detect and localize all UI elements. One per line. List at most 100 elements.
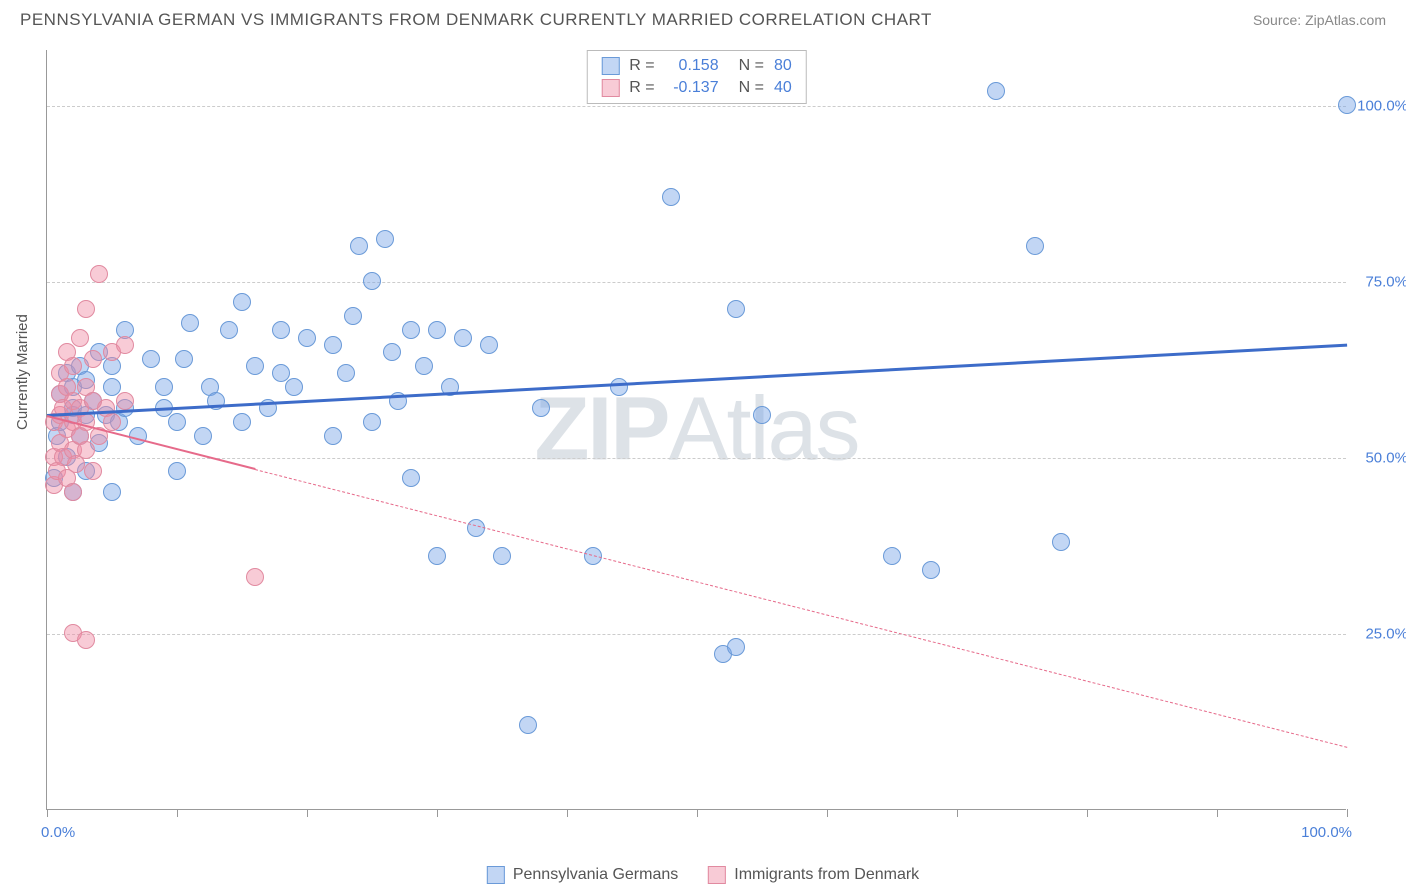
series-legend: Pennsylvania Germans Immigrants from Denm… <box>487 866 919 884</box>
x-tick <box>567 809 568 817</box>
n-label: N = <box>739 79 764 97</box>
legend-item: Pennsylvania Germans <box>487 866 678 884</box>
watermark: ZIPAtlas <box>534 378 858 481</box>
source-label: Source: ZipAtlas.com <box>1253 12 1386 28</box>
data-point <box>194 427 212 445</box>
r-label: R = <box>629 79 654 97</box>
r-label: R = <box>629 57 654 75</box>
grid-line <box>47 634 1346 635</box>
scatter-chart: ZIPAtlas R =0.158N =80R =-0.137N =40 25.… <box>46 50 1346 810</box>
data-point <box>168 462 186 480</box>
data-point <box>727 638 745 656</box>
x-tick <box>177 809 178 817</box>
legend-label: Immigrants from Denmark <box>734 866 919 884</box>
data-point <box>77 300 95 318</box>
data-point <box>350 237 368 255</box>
data-point <box>532 399 550 417</box>
data-point <box>1338 96 1356 114</box>
series-swatch <box>601 57 619 75</box>
n-value: 40 <box>774 79 792 97</box>
data-point <box>519 716 537 734</box>
data-point <box>363 272 381 290</box>
data-point <box>753 406 771 424</box>
data-point <box>662 188 680 206</box>
data-point <box>181 314 199 332</box>
data-point <box>64 357 82 375</box>
data-point <box>337 364 355 382</box>
data-point <box>77 441 95 459</box>
data-point <box>272 321 290 339</box>
series-swatch <box>487 866 505 884</box>
x-tick-label: 100.0% <box>1301 824 1352 841</box>
correlation-stats-box: R = 0.158 N = 80 R = -0.137 N = 40 <box>586 50 806 104</box>
data-point <box>71 329 89 347</box>
x-tick <box>307 809 308 817</box>
data-point <box>324 336 342 354</box>
r-value: -0.137 <box>665 79 719 97</box>
data-point <box>883 547 901 565</box>
data-point <box>402 469 420 487</box>
data-point <box>220 321 238 339</box>
data-point <box>90 265 108 283</box>
y-tick-label: 100.0% <box>1357 98 1406 115</box>
data-point <box>493 547 511 565</box>
data-point <box>84 350 102 368</box>
data-point <box>480 336 498 354</box>
data-point <box>116 392 134 410</box>
data-point <box>246 357 264 375</box>
data-point <box>116 336 134 354</box>
y-tick-label: 75.0% <box>1365 274 1406 291</box>
x-tick <box>957 809 958 817</box>
chart-title: PENNSYLVANIA GERMAN VS IMMIGRANTS FROM D… <box>20 10 932 30</box>
data-point <box>103 413 121 431</box>
x-tick <box>47 809 48 817</box>
stats-row: R = -0.137 N = 40 <box>601 77 791 99</box>
x-tick <box>1087 809 1088 817</box>
stats-row: R = 0.158 N = 80 <box>601 55 791 77</box>
y-tick-label: 25.0% <box>1365 626 1406 643</box>
trend-line <box>47 344 1347 417</box>
x-tick <box>827 809 828 817</box>
grid-line <box>47 458 1346 459</box>
data-point <box>168 413 186 431</box>
data-point <box>344 307 362 325</box>
data-point <box>428 321 446 339</box>
data-point <box>1026 237 1044 255</box>
data-point <box>77 631 95 649</box>
data-point <box>428 547 446 565</box>
data-point <box>233 413 251 431</box>
series-swatch <box>601 79 619 97</box>
data-point <box>415 357 433 375</box>
data-point <box>84 462 102 480</box>
r-value: 0.158 <box>665 57 719 75</box>
data-point <box>64 483 82 501</box>
data-point <box>922 561 940 579</box>
data-point <box>454 329 472 347</box>
data-point <box>610 378 628 396</box>
x-tick <box>1217 809 1218 817</box>
data-point <box>285 378 303 396</box>
grid-line <box>47 106 1346 107</box>
data-point <box>155 378 173 396</box>
y-axis-label: Currently Married <box>14 314 31 430</box>
data-point <box>1052 533 1070 551</box>
data-point <box>324 427 342 445</box>
x-tick <box>1347 809 1348 817</box>
data-point <box>376 230 394 248</box>
n-label: N = <box>739 57 764 75</box>
legend-label: Pennsylvania Germans <box>513 866 678 884</box>
x-tick-label: 0.0% <box>41 824 75 841</box>
data-point <box>175 350 193 368</box>
grid-line <box>47 282 1346 283</box>
data-point <box>363 413 381 431</box>
series-swatch <box>708 866 726 884</box>
data-point <box>103 483 121 501</box>
data-point <box>402 321 420 339</box>
data-point <box>727 300 745 318</box>
data-point <box>298 329 316 347</box>
n-value: 80 <box>774 57 792 75</box>
y-tick-label: 50.0% <box>1365 450 1406 467</box>
data-point <box>142 350 160 368</box>
data-point <box>383 343 401 361</box>
x-tick <box>697 809 698 817</box>
